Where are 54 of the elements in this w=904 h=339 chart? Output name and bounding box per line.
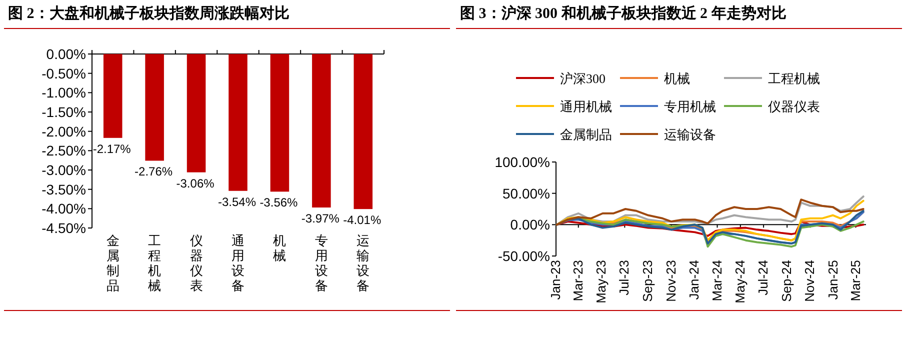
x-tick-label: Sep-24 bbox=[779, 260, 794, 302]
x-tick-label: 工程机械 bbox=[148, 233, 162, 293]
chart-title: 图 2：大盘和机械子板块指数周涨跌幅对比 bbox=[8, 4, 290, 23]
x-tick-label: Jul-23 bbox=[616, 260, 632, 296]
data-label: -3.97% bbox=[301, 212, 340, 226]
x-tick-label: Mar-24 bbox=[709, 260, 724, 302]
legend-label: 专用机械 bbox=[664, 99, 716, 114]
x-tick-label: Jan-25 bbox=[825, 260, 840, 300]
x-tick-label: Sep-23 bbox=[640, 260, 656, 302]
x-tick-label: 通用设备 bbox=[232, 233, 244, 293]
legend-label: 工程机械 bbox=[768, 71, 820, 86]
y-tick-label: -2.00% bbox=[42, 123, 86, 140]
data-label: -3.54% bbox=[218, 194, 256, 209]
data-label: -3.06% bbox=[176, 176, 215, 190]
x-tick-label: 金属制品 bbox=[106, 233, 120, 293]
y-tick-label: -3.50% bbox=[42, 181, 86, 198]
line-series bbox=[556, 220, 864, 237]
legend-label: 金属制品 bbox=[560, 127, 612, 142]
y-tick-label: -50.00% bbox=[498, 248, 550, 264]
legend-label: 沪深300 bbox=[560, 71, 606, 86]
legend-label: 仪器仪表 bbox=[768, 99, 820, 114]
data-label: -2.76% bbox=[134, 164, 173, 179]
data-label: -4.01% bbox=[343, 213, 382, 228]
y-tick-label: -1.50% bbox=[42, 104, 86, 120]
x-tick-label: May-23 bbox=[594, 260, 609, 304]
data-label: -2.17% bbox=[92, 142, 132, 156]
x-tick-label: Mar-23 bbox=[570, 260, 586, 302]
x-tick-label: Nov-23 bbox=[663, 260, 678, 302]
y-tick-label: 0.00% bbox=[510, 216, 550, 233]
x-tick-label: Jul-24 bbox=[756, 260, 771, 296]
y-tick-label: -4.50% bbox=[42, 220, 86, 236]
x-tick-label: 运输设备 bbox=[356, 233, 370, 293]
x-tick-label: Nov-24 bbox=[802, 260, 818, 302]
legend-label: 机械 bbox=[664, 71, 690, 86]
y-tick-label: -1.00% bbox=[42, 84, 86, 101]
x-tick-label: Mar-25 bbox=[848, 260, 863, 302]
y-tick-label: -2.50% bbox=[42, 142, 86, 159]
chart-title: 图 3：沪深 300 和机械子板块指数近 2 年走势对比 bbox=[460, 4, 786, 23]
y-tick-label: -4.00% bbox=[42, 200, 86, 217]
x-tick-label: 仪器仪表 bbox=[190, 233, 203, 293]
y-tick-label: 0.00% bbox=[46, 46, 86, 62]
legend-label: 运输设备 bbox=[664, 127, 716, 142]
data-label: -3.56% bbox=[260, 196, 298, 210]
x-tick-label: Jan-23 bbox=[548, 260, 563, 300]
legend-label: 通用机械 bbox=[560, 99, 612, 114]
y-tick-label: 100.00% bbox=[494, 154, 550, 170]
line-series bbox=[556, 200, 864, 242]
y-tick-label: 50.00% bbox=[502, 185, 550, 202]
y-tick-label: -3.00% bbox=[42, 162, 86, 178]
x-tick-label: 专用设备 bbox=[314, 233, 328, 293]
x-tick-label: 机械 bbox=[273, 233, 286, 263]
x-tick-label: May-24 bbox=[732, 260, 748, 304]
y-tick-label: -0.50% bbox=[42, 65, 86, 82]
x-tick-label: Jan-24 bbox=[686, 260, 702, 300]
